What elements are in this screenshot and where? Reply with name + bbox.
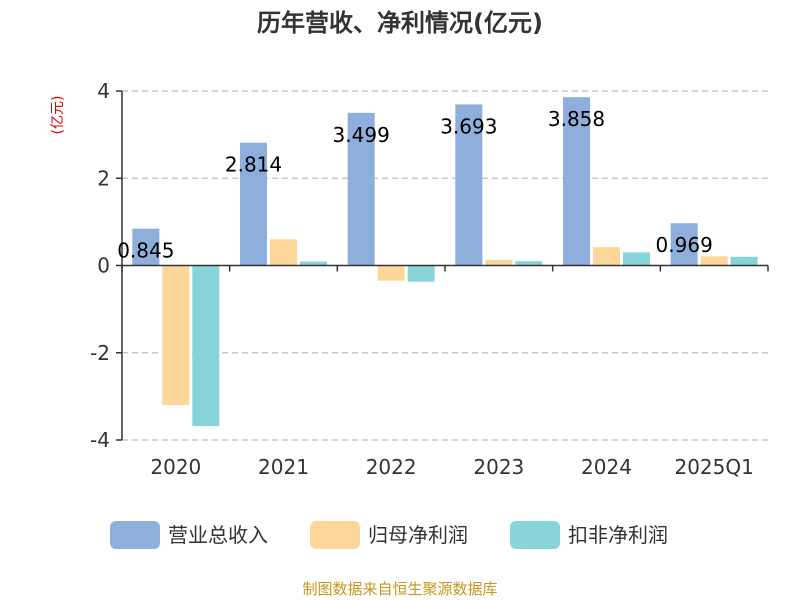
legend-label: 营业总收入	[168, 523, 268, 547]
bar	[407, 265, 435, 282]
data-source-note: 制图数据来自恒生聚源数据库	[302, 580, 497, 598]
data-label: 3.693	[440, 114, 497, 138]
y-tick-label: -4	[90, 428, 110, 452]
bar	[455, 104, 483, 266]
y-tick-label: 0	[97, 254, 110, 278]
y-tick-label: 2	[97, 166, 110, 190]
bar	[300, 261, 327, 266]
bar	[485, 259, 513, 266]
bar	[132, 228, 160, 266]
bar	[377, 265, 405, 281]
data-labels: 0.845 2.814 3.499 3.693 3.858 0.969	[117, 107, 713, 262]
data-label: 3.858	[548, 107, 605, 131]
bar	[270, 239, 297, 266]
chart-title: 历年营收、净利情况(亿元)	[257, 9, 543, 37]
bar	[670, 223, 698, 266]
bar	[347, 112, 375, 266]
x-tick-label: 2023	[473, 455, 524, 479]
bar	[730, 256, 758, 266]
x-tick-label: 2020	[150, 455, 201, 479]
legend-swatch	[510, 521, 560, 549]
bar	[563, 97, 590, 266]
legend-swatch	[110, 521, 160, 549]
data-label: 0.845	[117, 239, 174, 263]
data-label: 3.499	[333, 123, 390, 147]
data-label: 2.814	[225, 153, 282, 177]
bar	[623, 252, 650, 266]
legend-label: 扣非净利润	[568, 523, 668, 547]
bar	[192, 265, 220, 427]
legend-swatch	[310, 521, 360, 549]
bar	[700, 256, 728, 266]
legend: 营业总收入 归母净利润 扣非净利润	[110, 521, 668, 549]
bar	[240, 142, 267, 266]
x-tick-label: 2025Q1	[674, 455, 753, 479]
x-tick-label: 2024	[581, 455, 632, 479]
x-tick-label: 2021	[258, 455, 309, 479]
bars	[132, 97, 758, 427]
axes: 4 2 0 -2 -4 2020 2021 2022 2023 2024 2025Q1	[90, 79, 769, 479]
x-tick-label: 2022	[366, 455, 417, 479]
bar	[593, 247, 620, 266]
y-tick-label: -2	[90, 341, 110, 365]
legend-label: 归母净利润	[368, 523, 468, 547]
bar	[162, 265, 190, 406]
grid-lines	[122, 90, 768, 441]
bar	[515, 261, 543, 266]
y-tick-label: 4	[97, 79, 110, 103]
data-label: 0.969	[656, 233, 713, 257]
y-axis-unit-label: (亿元)	[50, 96, 66, 135]
